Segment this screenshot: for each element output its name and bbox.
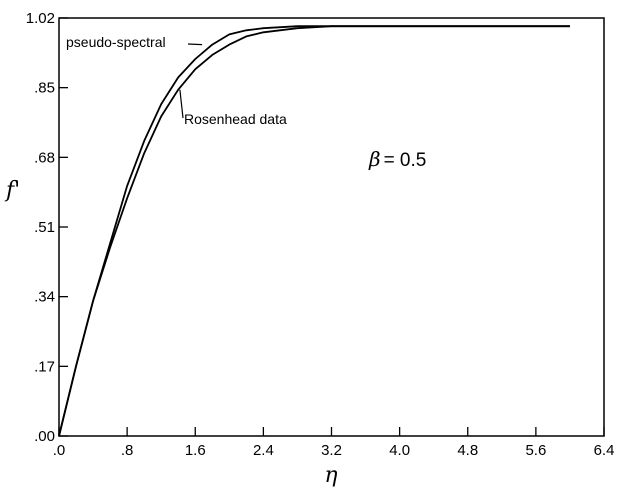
x-axis-label: η — [324, 463, 337, 487]
y-axis-label: f' — [4, 178, 20, 203]
plot-frame — [58, 17, 605, 437]
x-tick-label: 5.6 — [525, 442, 546, 459]
x-tick-label: 4.8 — [457, 442, 478, 459]
beta-parameter-annotation: β = 0.5 — [368, 147, 426, 171]
x-tick-label: 3.2 — [321, 442, 342, 459]
y-axis-ticks: .00 .17 .34 .51 .68 .85 1.02 — [26, 10, 68, 445]
x-tick-label: 4.0 — [389, 442, 410, 459]
x-tick-label: .0 — [53, 442, 66, 459]
rosenhead-data-line — [58, 25, 570, 437]
x-tick-label: 2.4 — [253, 442, 274, 459]
rosenhead-annotation: Rosenhead data — [184, 111, 287, 127]
pseudo-spectral-annotation: pseudo-spectral — [66, 34, 166, 50]
y-tick-label: .34 — [34, 289, 55, 306]
pseudo-spectral-leader — [187, 43, 203, 46]
pseudo-spectral-line — [58, 25, 570, 437]
x-tick-label: 6.4 — [594, 442, 615, 459]
rosenhead-leader — [179, 89, 184, 119]
annotation-layer: pseudo-spectral Rosenhead data β = 0.5 — [66, 34, 426, 171]
x-axis-ticks: .0 .8 1.6 2.4 3.2 4.0 4.8 5.6 6.4 — [53, 427, 615, 459]
y-tick-label: .17 — [34, 358, 55, 375]
y-tick-label: .51 — [34, 219, 55, 236]
beta-symbol: β — [368, 147, 381, 171]
beta-value: = 0.5 — [384, 150, 427, 171]
y-tick-label: .00 — [34, 428, 55, 445]
x-tick-label: .8 — [121, 442, 134, 459]
x-tick-label: 1.6 — [185, 442, 206, 459]
y-tick-label: 1.02 — [26, 10, 55, 27]
series-layer — [58, 25, 570, 437]
y-tick-label: .85 — [34, 80, 55, 97]
y-tick-label: .68 — [34, 149, 55, 166]
